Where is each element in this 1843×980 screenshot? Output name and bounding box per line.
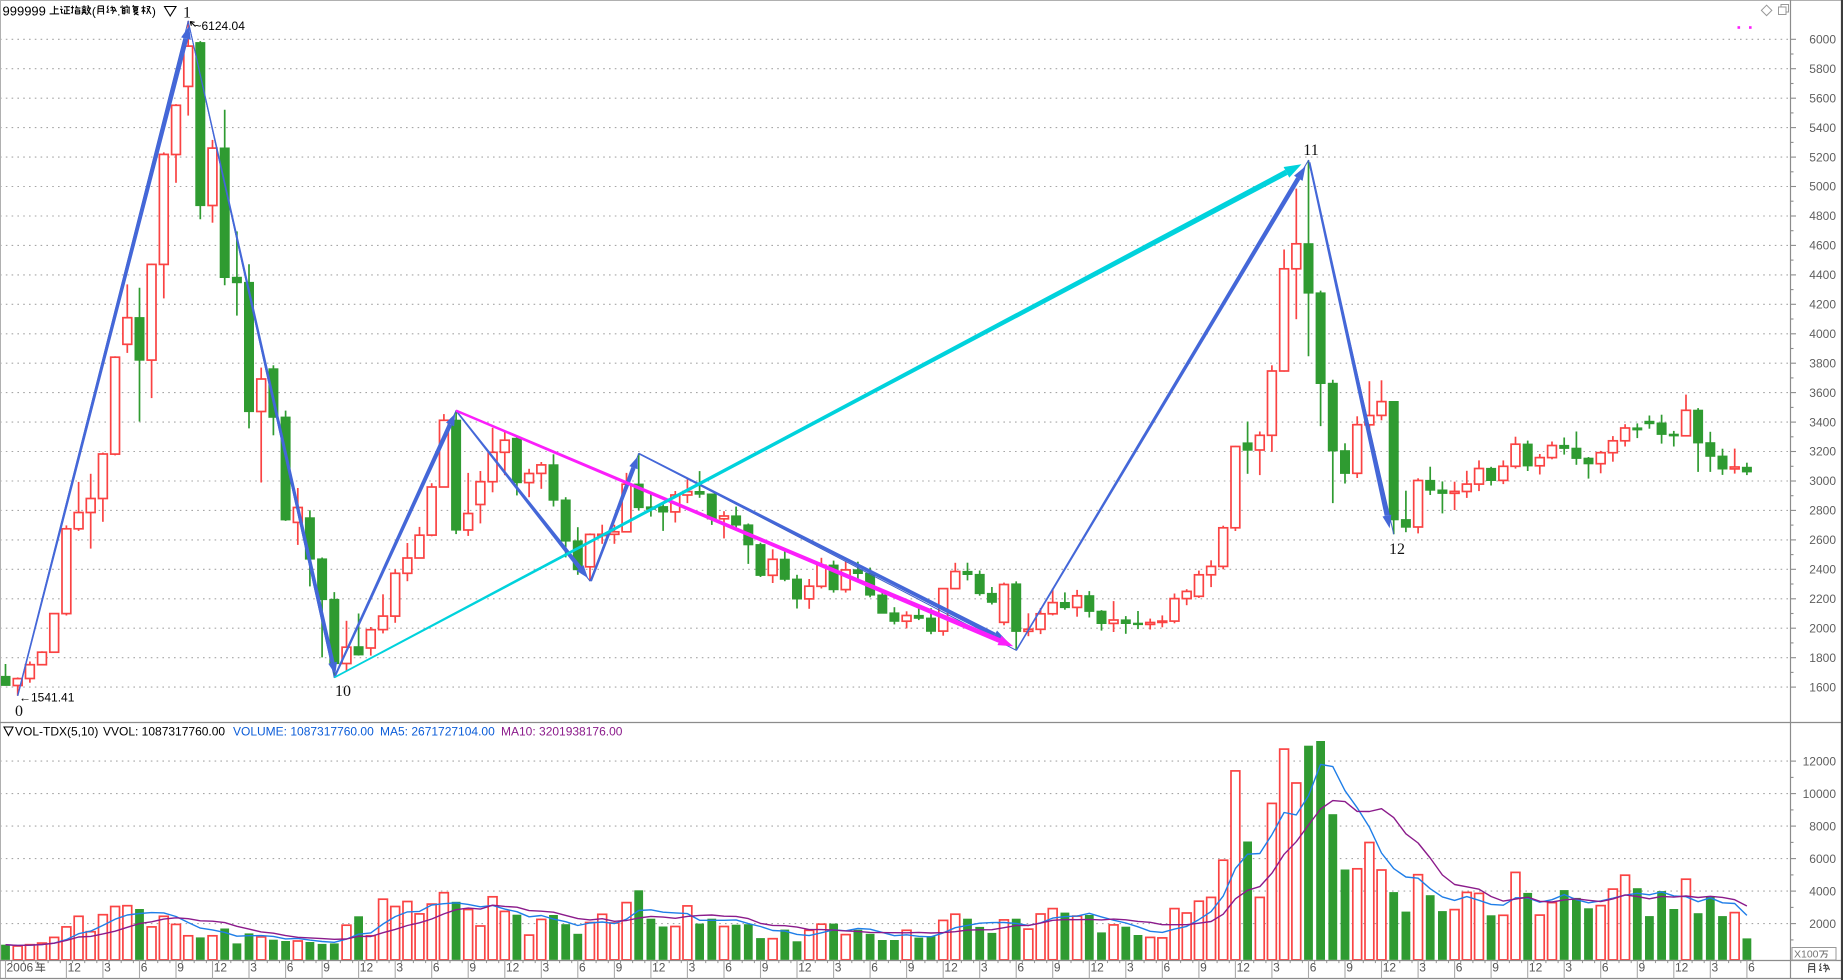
svg-text:3: 3	[689, 961, 696, 975]
svg-text:5200: 5200	[1809, 150, 1836, 164]
svg-text:999999: 999999	[3, 4, 46, 19]
svg-text:4800: 4800	[1809, 209, 1836, 223]
svg-text:): )	[152, 5, 156, 19]
svg-text:9: 9	[1346, 961, 1353, 975]
svg-text:12: 12	[506, 961, 520, 975]
svg-text:VVOL: 1087317760.00: VVOL: 1087317760.00	[103, 725, 225, 739]
svg-text:VOL-TDX(5,10): VOL-TDX(5,10)	[15, 725, 98, 739]
svg-text:X100: X100	[1794, 949, 1819, 961]
svg-text:~6124.04: ~6124.04	[195, 19, 246, 33]
svg-text:3: 3	[1127, 961, 1134, 975]
svg-text:9: 9	[1054, 961, 1061, 975]
svg-text:6: 6	[433, 961, 440, 975]
svg-text:6: 6	[1456, 961, 1463, 975]
svg-text:3: 3	[981, 961, 988, 975]
svg-text:9: 9	[177, 961, 184, 975]
svg-text:12: 12	[1389, 541, 1405, 558]
svg-text:4000: 4000	[1809, 884, 1836, 898]
svg-text:4400: 4400	[1809, 268, 1836, 282]
svg-text:←1541.41: ←1541.41	[19, 691, 75, 705]
svg-text:2800: 2800	[1809, 504, 1836, 518]
svg-text:10: 10	[335, 683, 351, 700]
svg-text:2200: 2200	[1809, 592, 1836, 606]
svg-text:12: 12	[68, 961, 82, 975]
svg-text:4200: 4200	[1809, 298, 1836, 312]
svg-text:2400: 2400	[1809, 563, 1836, 577]
svg-text:3: 3	[104, 961, 111, 975]
svg-text:3200: 3200	[1809, 445, 1836, 459]
svg-text:6000: 6000	[1809, 33, 1836, 47]
svg-text:3: 3	[1419, 961, 1426, 975]
svg-text:.: .	[117, 5, 120, 19]
svg-text:6: 6	[141, 961, 148, 975]
svg-text:6: 6	[871, 961, 878, 975]
svg-text:0: 0	[15, 703, 23, 720]
svg-text:11: 11	[1303, 142, 1318, 159]
svg-text:8000: 8000	[1809, 819, 1836, 833]
svg-text:(: (	[92, 5, 96, 19]
svg-text:6: 6	[1748, 961, 1755, 975]
svg-text:5600: 5600	[1809, 91, 1836, 105]
svg-text:2000: 2000	[1809, 621, 1836, 635]
svg-text:1: 1	[183, 5, 191, 22]
svg-text:6: 6	[1310, 961, 1317, 975]
svg-text:9: 9	[323, 961, 330, 975]
svg-text:6: 6	[1164, 961, 1171, 975]
svg-text:12: 12	[1091, 961, 1105, 975]
svg-text:9: 9	[1200, 961, 1207, 975]
svg-text:6000: 6000	[1809, 852, 1836, 866]
svg-text:6: 6	[579, 961, 586, 975]
svg-text:12: 12	[360, 961, 374, 975]
svg-text:MA10: 3201938176.00: MA10: 3201938176.00	[501, 725, 623, 739]
svg-text:3: 3	[1273, 961, 1280, 975]
svg-text:9: 9	[908, 961, 915, 975]
svg-text:3400: 3400	[1809, 415, 1836, 429]
svg-text:3: 3	[543, 961, 550, 975]
svg-text:9: 9	[616, 961, 623, 975]
svg-text:3600: 3600	[1809, 386, 1836, 400]
svg-text:3800: 3800	[1809, 356, 1836, 370]
svg-text:12: 12	[1675, 961, 1689, 975]
svg-text:12: 12	[652, 961, 666, 975]
svg-text:2000: 2000	[1809, 917, 1836, 931]
svg-text:5000: 5000	[1809, 180, 1836, 194]
svg-text:1800: 1800	[1809, 651, 1836, 665]
svg-text:12: 12	[1383, 961, 1397, 975]
svg-text:9: 9	[1492, 961, 1499, 975]
svg-text:MA5: 2671727104.00: MA5: 2671727104.00	[380, 725, 495, 739]
svg-text:3000: 3000	[1809, 474, 1836, 488]
svg-text:6: 6	[1602, 961, 1609, 975]
svg-text:12: 12	[798, 961, 812, 975]
svg-text:6: 6	[725, 961, 732, 975]
svg-text:3: 3	[396, 961, 403, 975]
svg-text:12: 12	[1529, 961, 1543, 975]
svg-text:12000: 12000	[1803, 754, 1837, 768]
svg-text:5800: 5800	[1809, 62, 1836, 76]
svg-text:4000: 4000	[1809, 327, 1836, 341]
svg-text:3: 3	[835, 961, 842, 975]
svg-text:9: 9	[762, 961, 769, 975]
svg-text:1600: 1600	[1809, 680, 1836, 694]
svg-text:9: 9	[1639, 961, 1646, 975]
svg-text:10000: 10000	[1803, 787, 1837, 801]
svg-text:VOLUME: 1087317760.00: VOLUME: 1087317760.00	[233, 725, 374, 739]
svg-text:12: 12	[1237, 961, 1251, 975]
svg-text:4600: 4600	[1809, 239, 1836, 253]
svg-text:3: 3	[1712, 961, 1719, 975]
svg-text:3: 3	[1565, 961, 1572, 975]
svg-text:3: 3	[250, 961, 257, 975]
svg-text:9: 9	[469, 961, 476, 975]
svg-text:2600: 2600	[1809, 533, 1836, 547]
svg-text:12: 12	[944, 961, 958, 975]
svg-text:5400: 5400	[1809, 121, 1836, 135]
svg-text:2006: 2006	[7, 961, 34, 975]
svg-text:12: 12	[214, 961, 228, 975]
svg-text:6: 6	[287, 961, 294, 975]
svg-text:6: 6	[1017, 961, 1024, 975]
